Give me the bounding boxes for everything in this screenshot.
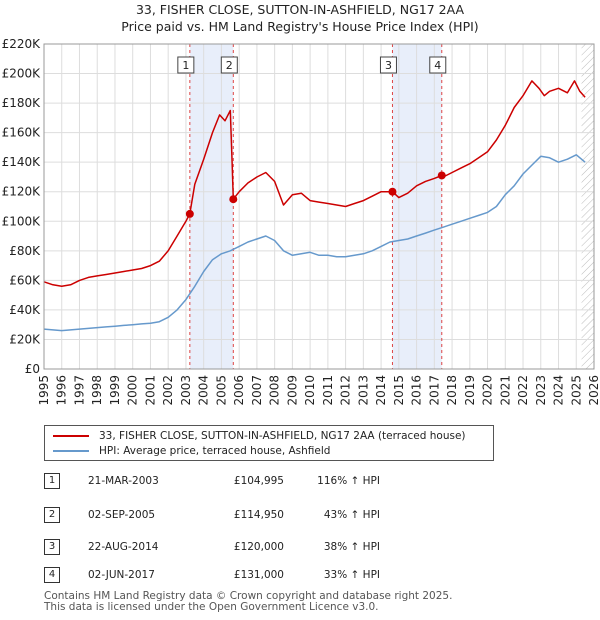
sale-price: £104,995 — [233, 475, 284, 487]
sale-point-3 — [388, 187, 397, 196]
x-tick-label: 2008 — [268, 375, 282, 406]
sale-hpi: 43% ↑ HPI — [323, 509, 380, 521]
table-row: 3 22-AUG-2014 £120,000 38% ↑ HPI — [44, 539, 564, 557]
sale-marker-box: 2 — [44, 507, 60, 523]
marker-box-2 — [220, 56, 238, 74]
sale-marker-box: 1 — [44, 473, 60, 489]
marker-box-1 — [177, 56, 195, 74]
footer-line-2: This data is licensed under the Open Gov… — [44, 601, 379, 613]
x-tick-label: 2016 — [410, 375, 424, 406]
plot-border — [43, 43, 595, 370]
sale-hpi: 33% ↑ HPI — [323, 569, 380, 581]
legend-red-swatch — [53, 435, 89, 437]
x-tick-label: 2009 — [285, 375, 299, 406]
footer-line-1: Contains HM Land Registry data © Crown c… — [44, 590, 453, 602]
x-tick-label: 2023 — [534, 375, 548, 406]
x-tick-label: 2026 — [587, 375, 600, 406]
x-tick-label: 2017 — [427, 375, 441, 406]
table-row: 2 02-SEP-2005 £114,950 43% ↑ HPI — [44, 507, 564, 525]
x-tick-label: 2022 — [516, 375, 530, 406]
x-tick-label: 2019 — [463, 375, 477, 406]
y-tick-label: £80K — [9, 244, 41, 258]
sale-price: £131,000 — [233, 569, 284, 581]
y-tick-label: £180K — [2, 96, 42, 110]
x-tick-label: 2012 — [339, 375, 353, 406]
x-tick-label: 2018 — [445, 375, 459, 406]
x-tick-label: 2013 — [356, 375, 370, 406]
x-tick-label: 2001 — [143, 375, 157, 406]
y-tick-label: £220K — [2, 37, 42, 51]
marker-box-3 — [379, 56, 397, 74]
legend: 33, FISHER CLOSE, SUTTON-IN-ASHFIELD, NG… — [44, 425, 494, 461]
marker-label-4: 4 — [434, 59, 441, 72]
x-tick-label: 2006 — [232, 375, 246, 406]
marker-label-3: 3 — [385, 59, 392, 72]
x-tick-label: 1999 — [108, 375, 122, 406]
table-row: 4 02-JUN-2017 £131,000 33% ↑ HPI — [44, 567, 564, 585]
x-tick-label: 2004 — [197, 375, 211, 406]
sale-price: £114,950 — [233, 509, 284, 521]
hpi-line — [43, 154, 586, 332]
x-tick-label: 1996 — [55, 375, 69, 406]
x-tick-label: 2024 — [552, 375, 566, 406]
y-tick-label: £120K — [2, 185, 42, 199]
sale-hpi: 116% ↑ HPI — [317, 475, 380, 487]
marker-box-4 — [429, 56, 447, 74]
sale-marker-box: 4 — [44, 567, 60, 583]
x-tick-label: 2007 — [250, 375, 264, 406]
sale-price: £120,000 — [233, 541, 284, 553]
x-tick-label: 2011 — [321, 375, 335, 406]
sale-date: 21-MAR-2003 — [88, 475, 159, 487]
plot-background — [44, 44, 594, 369]
x-tick-label: 1998 — [90, 375, 104, 406]
legend-blue-swatch — [53, 450, 89, 452]
x-tick-label: 2015 — [392, 375, 406, 406]
legend-item-red: 33, FISHER CLOSE, SUTTON-IN-ASHFIELD, NG… — [53, 429, 466, 443]
sale-date: 22-AUG-2014 — [88, 541, 159, 553]
y-tick-label: £60K — [9, 273, 41, 287]
y-tick-label: £200K — [2, 67, 42, 81]
x-tick-label: 2020 — [481, 375, 495, 406]
x-tick-label: 2014 — [374, 375, 388, 406]
y-tick-label: £20K — [9, 332, 41, 346]
x-tick-label: 1995 — [37, 375, 51, 406]
sale-date: 02-JUN-2017 — [88, 569, 155, 581]
y-tick-label: £0 — [25, 362, 40, 376]
price-paid-line — [43, 80, 586, 288]
marker-label-1: 1 — [182, 59, 189, 72]
projection-hatch — [581, 44, 594, 369]
x-tick-label: 2025 — [569, 375, 583, 406]
sale-point-2 — [229, 195, 238, 204]
marker-label-2: 2 — [226, 59, 233, 72]
chart-subtitle: Price paid vs. HM Land Registry's House … — [121, 19, 479, 34]
y-tick-label: £100K — [2, 214, 42, 228]
sale-point-4 — [437, 171, 446, 180]
x-tick-label: 2002 — [161, 375, 175, 406]
y-tick-label: £40K — [9, 303, 41, 317]
sale-point-1 — [185, 209, 194, 218]
sale-hpi: 38% ↑ HPI — [323, 541, 380, 553]
chart-title: 33, FISHER CLOSE, SUTTON-IN-ASHFIELD, NG… — [135, 2, 465, 17]
y-tick-label: £140K — [2, 155, 42, 169]
footer: Contains HM Land Registry data © Crown c… — [44, 591, 452, 613]
sale-marker-box: 3 — [44, 539, 60, 555]
x-tick-label: 2010 — [303, 375, 317, 406]
legend-blue-label: HPI: Average price, terraced house, Ashf… — [99, 445, 331, 457]
sale-date: 02-SEP-2005 — [88, 509, 156, 521]
legend-item-blue: HPI: Average price, terraced house, Ashf… — [53, 444, 330, 458]
x-tick-label: 2005 — [214, 375, 228, 406]
shaded-period-2 — [392, 44, 442, 369]
x-tick-label: 1997 — [72, 375, 86, 406]
x-tick-label: 2021 — [498, 375, 512, 406]
y-tick-label: £160K — [2, 126, 42, 140]
shaded-period-1 — [189, 44, 234, 369]
x-tick-label: 2000 — [126, 375, 140, 406]
legend-red-label: 33, FISHER CLOSE, SUTTON-IN-ASHFIELD, NG… — [99, 430, 466, 442]
table-row: 1 21-MAR-2003 £104,995 116% ↑ HPI — [44, 473, 564, 491]
price-chart: £0 £20K £40K £60K £80K £100K £120K £140K £160K £1… — [2, 37, 600, 406]
x-tick-label: 2003 — [179, 375, 193, 406]
